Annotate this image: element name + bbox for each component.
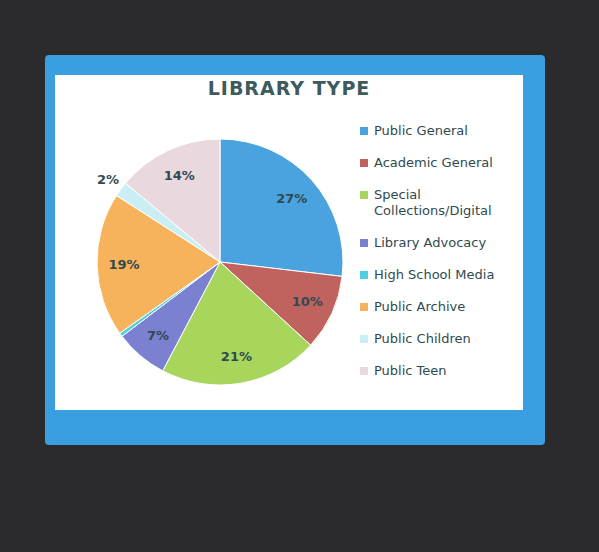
html-text:Library Advocacy: Library Advocacy <box>374 235 487 250</box>
html-text:Public Archive: Public Archive <box>374 299 466 314</box>
svg-text:14%: 14% <box>164 168 195 183</box>
html-text:LIBRARY TYPE: LIBRARY TYPE <box>207 77 371 99</box>
svg-text:7%: 7% <box>147 328 169 343</box>
svg-text:2%: 2% <box>97 172 119 187</box>
html-text:High School Media: High School Media <box>374 267 495 282</box>
html-text:Special Collections/Digital: Special Collections/Digital <box>374 187 492 218</box>
svg-text:21%: 21% <box>221 349 252 364</box>
html-text:Public General: Public General <box>374 123 468 138</box>
svg-text:27%: 27% <box>276 191 307 206</box>
html-text:Public Teen: Public Teen <box>374 363 447 378</box>
svg-text:10%: 10% <box>292 294 323 309</box>
html-text:Public Children: Public Children <box>374 331 471 346</box>
html-text:Academic General: Academic General <box>374 155 493 170</box>
svg-text:19%: 19% <box>109 257 140 272</box>
